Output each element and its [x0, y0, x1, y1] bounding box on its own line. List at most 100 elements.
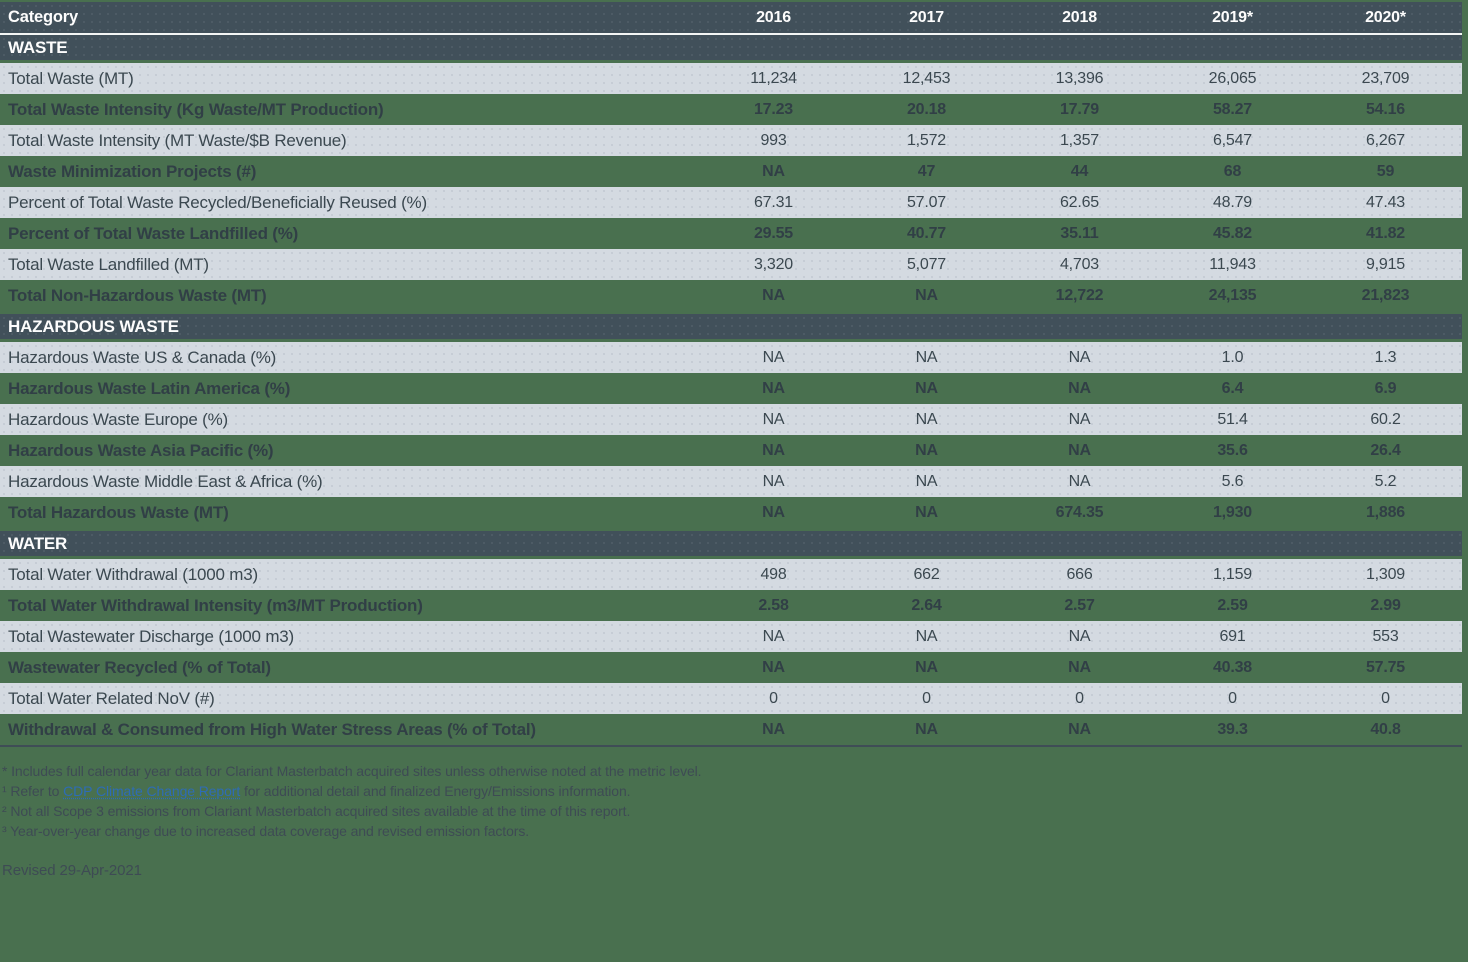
row-value: NA — [1068, 627, 1091, 645]
row-value: 40.38 — [1212, 658, 1253, 676]
row-value: NA — [915, 348, 938, 366]
row-value: 40.8 — [1370, 720, 1401, 738]
row-value: 5.6 — [1221, 472, 1244, 490]
row-label: Percent of Total Waste Recycled/Benefici… — [8, 192, 427, 212]
row-value: 57.07 — [906, 193, 947, 211]
row-value: 44 — [1070, 162, 1089, 180]
table-row: Hazardous Waste US & Canada (%) NA NA NA 1.0… — [0, 342, 1462, 373]
table-row: Wastewater Recycled (% of Total) NA NA NA 40… — [0, 652, 1462, 683]
table-row: Percent of Total Waste Landfilled (%) 29.… — [0, 218, 1462, 249]
table-header-row: Category 2016 2017 2018 2019* 2020* — [0, 2, 1462, 35]
footnote-1-suffix: for additional detail and finalized Ener… — [240, 783, 631, 799]
row-value: 0 — [1075, 689, 1084, 707]
row-label: Hazardous Waste Middle East & Africa (%) — [8, 471, 323, 491]
footnote-star: * Includes full calendar year data for C… — [2, 763, 702, 779]
table-body: WASTE Total Waste (MT) 11,234 12,453 13,396 2… — [0, 35, 1462, 745]
row-value: 24,135 — [1208, 286, 1257, 304]
row-value: 39.3 — [1217, 720, 1248, 738]
row-value: NA — [1068, 441, 1091, 459]
table-row: Total Waste Intensity (MT Waste/$B Reven… — [0, 125, 1462, 156]
row-value: NA — [762, 472, 785, 490]
section-title: HAZARDOUS WASTE — [8, 316, 179, 336]
row-value: 45.82 — [1212, 224, 1253, 242]
row-value: NA — [1068, 720, 1091, 738]
row-value: 674.35 — [1055, 503, 1104, 521]
row-label: Total Wastewater Discharge (1000 m3) — [8, 626, 295, 646]
row-value: 20.18 — [906, 100, 947, 118]
row-value: NA — [1068, 379, 1091, 397]
table-row: Total Wastewater Discharge (1000 m3) NA NA… — [0, 621, 1462, 652]
row-value: 48.79 — [1212, 193, 1253, 211]
table-row: Waste Minimization Projects (#) NA 47 44 68 5… — [0, 156, 1462, 187]
row-value: 26,065 — [1208, 69, 1257, 87]
row-value: 67.31 — [753, 193, 794, 211]
esg-metrics-table: Category 2016 2017 2018 2019* 2020* WASTE Tot… — [0, 2, 1462, 747]
row-label: Total Waste Intensity (MT Waste/$B Reven… — [8, 130, 347, 150]
row-label: Total Hazardous Waste (MT) — [8, 502, 229, 522]
row-value: 12,722 — [1055, 286, 1104, 304]
section-header-water: WATER — [0, 528, 1462, 559]
row-label: Percent of Total Waste Landfilled (%) — [8, 223, 299, 243]
row-value: 1,572 — [906, 131, 947, 149]
row-value: NA — [1068, 658, 1091, 676]
row-value: NA — [1068, 472, 1091, 490]
row-value: 1.3 — [1374, 348, 1397, 366]
section-title: WATER — [8, 533, 68, 553]
row-value: 5.2 — [1374, 472, 1397, 490]
column-header-year: 2016 — [756, 8, 791, 26]
column-header-category: Category — [8, 8, 78, 26]
cdp-climate-change-report-link[interactable]: CDP Climate Change Report — [63, 783, 241, 799]
row-label: Total Waste Landfilled (MT) — [8, 254, 209, 274]
row-value: 40.77 — [906, 224, 947, 242]
row-value: NA — [762, 379, 785, 397]
table-row: Percent of Total Waste Recycled/Benefici… — [0, 187, 1462, 218]
footnote-1-prefix: ¹ Refer to — [2, 783, 64, 799]
row-value: 2.99 — [1370, 596, 1401, 614]
row-value: NA — [762, 720, 785, 738]
table-row: Total Water Withdrawal Intensity (m3/MT … — [0, 590, 1462, 621]
row-value: 0 — [769, 689, 778, 707]
row-value: 0 — [922, 689, 931, 707]
row-value: 59 — [1376, 162, 1395, 180]
row-value: 4,703 — [1059, 255, 1100, 273]
row-value: NA — [915, 286, 938, 304]
row-value: NA — [915, 410, 938, 428]
section-header-hazardous-waste: HAZARDOUS WASTE — [0, 311, 1462, 342]
row-value: 553 — [1372, 627, 1399, 645]
row-value: 17.23 — [753, 100, 794, 118]
row-value: 2.58 — [758, 596, 789, 614]
row-value: NA — [762, 627, 785, 645]
row-value: 9,915 — [1365, 255, 1406, 273]
row-label: Hazardous Waste Asia Pacific (%) — [8, 440, 274, 460]
row-value: NA — [762, 286, 785, 304]
row-value: 666 — [1066, 565, 1093, 583]
row-value: 498 — [760, 565, 787, 583]
row-value: 57.75 — [1365, 658, 1406, 676]
table-row: Total Water Withdrawal (1000 m3) 498 662 66… — [0, 559, 1462, 590]
row-value: 47.43 — [1365, 193, 1406, 211]
footnote-2: ² Not all Scope 3 emissions from Clarian… — [2, 803, 631, 819]
row-value: 12,453 — [902, 69, 951, 87]
row-value: 35.11 — [1060, 224, 1099, 242]
row-value: NA — [1068, 410, 1091, 428]
row-value: 29.55 — [753, 224, 794, 242]
row-value: 11,943 — [1209, 255, 1256, 273]
row-label: Total Water Withdrawal (1000 m3) — [8, 564, 258, 584]
row-value: 1,930 — [1212, 503, 1253, 521]
row-value: 0 — [1228, 689, 1237, 707]
row-value: 691 — [1219, 627, 1246, 645]
row-value: NA — [762, 503, 785, 521]
row-value: 47 — [917, 162, 936, 180]
row-label: Hazardous Waste Latin America (%) — [8, 378, 291, 398]
row-value: NA — [915, 379, 938, 397]
section-title: WASTE — [8, 37, 68, 57]
row-label: Total Non-Hazardous Waste (MT) — [8, 285, 267, 305]
table-row: Hazardous Waste Asia Pacific (%) NA NA NA 35… — [0, 435, 1462, 466]
footnotes-block: * Includes full calendar year data for C… — [2, 761, 1468, 841]
row-value: NA — [915, 658, 938, 676]
table-row: Total Waste Intensity (Kg Waste/MT Produ… — [0, 94, 1462, 125]
row-label: Total Waste (MT) — [8, 68, 134, 88]
row-value: NA — [762, 410, 785, 428]
row-value: NA — [1068, 348, 1091, 366]
row-value: NA — [762, 658, 785, 676]
